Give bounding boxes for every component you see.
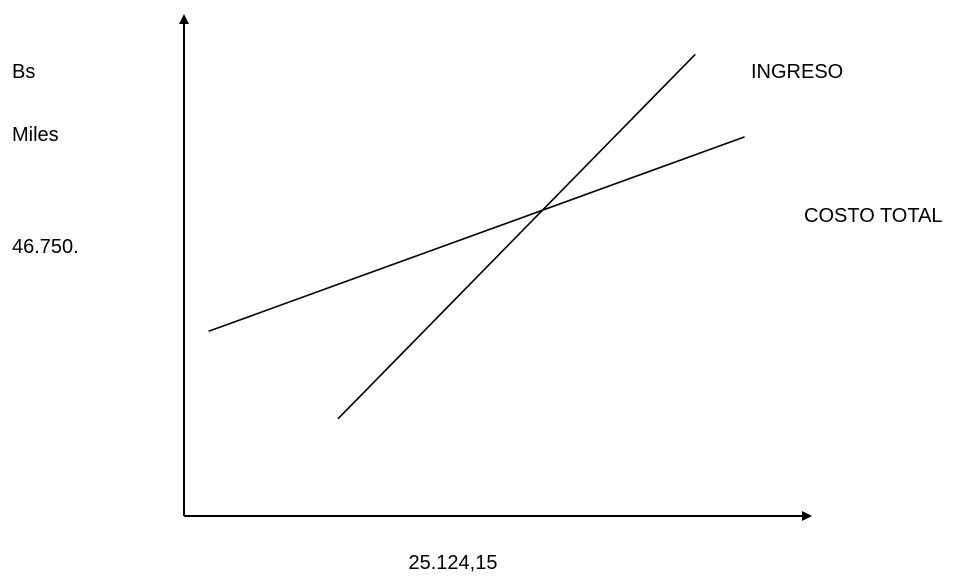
costo-total-label: COSTO TOTAL [804, 205, 943, 227]
costo-total-line [208, 136, 745, 333]
y-value-label: 46.750. [12, 236, 79, 258]
ingreso-line [337, 53, 696, 420]
x-value-label: 25.124,15 [409, 552, 498, 574]
ylabel-line-1: Bs [12, 61, 35, 83]
ingreso-label: INGRESO [751, 61, 843, 83]
ylabel-line-2: Miles [12, 124, 59, 146]
